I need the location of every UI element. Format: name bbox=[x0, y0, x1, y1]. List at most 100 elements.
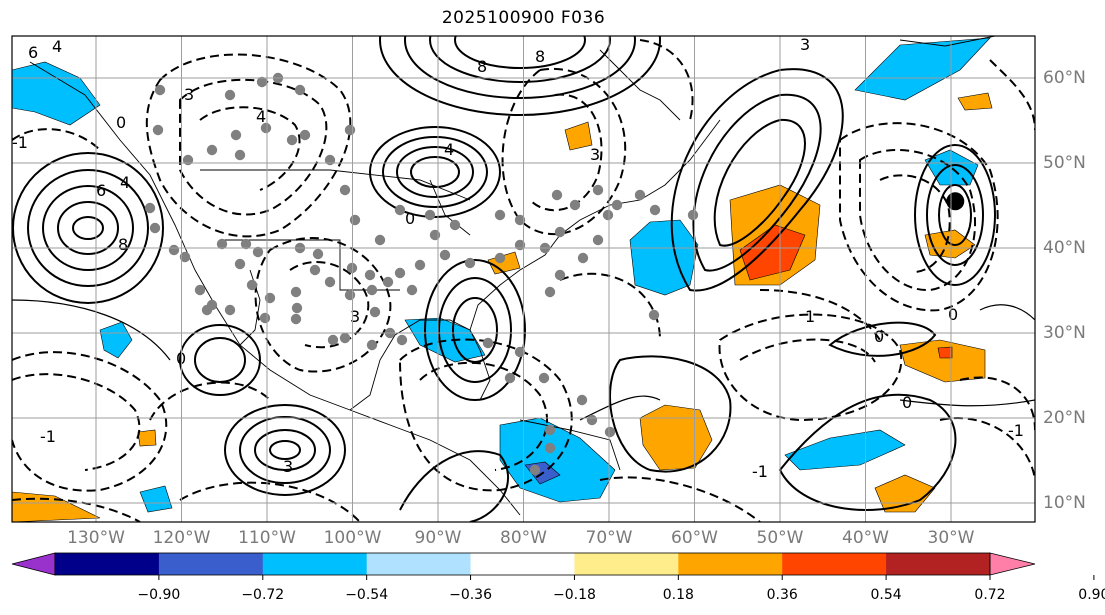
station-dot bbox=[634, 189, 646, 201]
station-dot bbox=[577, 252, 589, 264]
longitude-label: 130°W bbox=[67, 528, 125, 548]
colorbar-extend-max bbox=[989, 552, 1036, 576]
station-dot bbox=[576, 394, 588, 406]
colorbar-segment bbox=[158, 553, 264, 575]
shade-orange-east-atl bbox=[899, 339, 986, 383]
station-dot bbox=[611, 199, 623, 211]
contour-label: 0 bbox=[902, 393, 912, 412]
station-dot bbox=[554, 226, 566, 238]
station-dot bbox=[339, 332, 351, 344]
solid-contours bbox=[12, 36, 996, 522]
station-dot bbox=[234, 149, 246, 161]
colorbar-tick-label: 0.72 bbox=[974, 587, 1006, 603]
station-dot bbox=[256, 76, 268, 88]
station-dot bbox=[224, 304, 236, 316]
station-dot bbox=[240, 238, 252, 250]
shade-blue-central-atl bbox=[784, 429, 906, 471]
station-dot bbox=[152, 124, 164, 136]
station-dot bbox=[439, 249, 451, 261]
contour-label: 3 bbox=[590, 145, 600, 164]
latitude-label: 40°N bbox=[1043, 238, 1086, 258]
contour-labels: 6 4 8 6 4 8 3 4 8 3 4 3 0 0 -1 3 0 1 3 0… bbox=[12, 35, 1024, 481]
station-dot bbox=[290, 313, 302, 325]
contour-label: -1 bbox=[40, 427, 56, 446]
station-dot bbox=[494, 252, 506, 264]
contour-label: 8 bbox=[477, 57, 487, 76]
station-dot bbox=[569, 199, 581, 211]
contour-label: -1 bbox=[12, 133, 28, 152]
contour-label: 4 bbox=[120, 173, 130, 192]
latitude-label: 30°N bbox=[1043, 323, 1086, 343]
colorbar-tick-label: 0.54 bbox=[870, 587, 902, 603]
station-dot bbox=[364, 269, 376, 281]
station-dot bbox=[514, 214, 526, 226]
shade-blue-caribbean bbox=[499, 417, 616, 503]
contour-label: 8 bbox=[118, 235, 128, 254]
shade-orange-canada bbox=[564, 121, 593, 151]
contour-label: 4 bbox=[444, 140, 454, 159]
colorbar-tick-label: 0.18 bbox=[662, 587, 694, 603]
contour-label: 0 bbox=[948, 305, 958, 324]
contour-label: 0 bbox=[405, 209, 415, 228]
contour-label: 8 bbox=[535, 47, 545, 66]
colorbar-tick-label: 0.36 bbox=[766, 587, 798, 603]
station-dot bbox=[366, 284, 378, 296]
station-dot bbox=[154, 84, 166, 96]
colorbar-segment bbox=[886, 553, 991, 575]
shade-red-east-atl bbox=[937, 346, 953, 359]
station-dots bbox=[144, 72, 699, 476]
station-dot bbox=[544, 424, 556, 436]
station-dot bbox=[206, 144, 218, 156]
station-dot bbox=[286, 134, 298, 146]
station-dot bbox=[604, 426, 616, 438]
station-dot bbox=[394, 204, 406, 216]
longitude-label: 80°W bbox=[500, 528, 547, 548]
colorbar-segment bbox=[470, 553, 575, 575]
colorbar-segment bbox=[55, 553, 160, 575]
station-dot bbox=[216, 238, 228, 250]
station-dot bbox=[179, 251, 191, 263]
station-dot bbox=[327, 334, 339, 346]
station-dot bbox=[344, 124, 356, 136]
coastlines bbox=[29, 36, 996, 516]
colorbar-outline bbox=[54, 552, 991, 576]
station-dot bbox=[382, 276, 394, 288]
shade-orange-gulf-coast bbox=[487, 251, 521, 275]
contour-label: 3 bbox=[800, 35, 810, 54]
station-dot bbox=[366, 339, 378, 351]
station-dot bbox=[260, 122, 272, 134]
station-dot bbox=[449, 219, 461, 231]
station-dot bbox=[687, 209, 699, 221]
station-dot bbox=[312, 248, 324, 260]
station-dot bbox=[299, 129, 311, 141]
latitude-label: 60°N bbox=[1043, 68, 1086, 88]
contour-label: 0 bbox=[874, 327, 884, 346]
station-dot bbox=[294, 84, 306, 96]
contour-label: 3 bbox=[350, 307, 360, 326]
station-dot bbox=[429, 229, 441, 241]
station-dot bbox=[394, 267, 406, 279]
station-dot bbox=[504, 372, 516, 384]
contour-label: 3 bbox=[283, 457, 293, 476]
shade-orange-small-pac bbox=[137, 429, 157, 447]
station-dot bbox=[592, 234, 604, 246]
contour-label: 3 bbox=[184, 85, 194, 104]
station-dot bbox=[324, 154, 336, 166]
station-dot bbox=[369, 306, 381, 318]
longitude-label: 100°W bbox=[323, 528, 382, 548]
colorbar-tick-label: −0.72 bbox=[241, 587, 285, 603]
contour-label: 4 bbox=[256, 107, 266, 126]
latitude-label: 10°N bbox=[1043, 493, 1086, 513]
dashed-contours bbox=[12, 39, 1035, 522]
shade-orange-central-atl bbox=[874, 474, 936, 513]
station-dot bbox=[252, 246, 264, 258]
longitude-label: 40°W bbox=[842, 528, 889, 548]
shade-blue-pac-sw bbox=[139, 485, 173, 513]
colorbar-tick-label: 0.90 bbox=[1078, 587, 1105, 603]
station-dot bbox=[264, 292, 276, 304]
station-dot bbox=[529, 464, 541, 476]
station-dot bbox=[194, 284, 206, 296]
longitude-label: 60°W bbox=[671, 528, 718, 548]
colorbar-segment bbox=[782, 553, 887, 575]
